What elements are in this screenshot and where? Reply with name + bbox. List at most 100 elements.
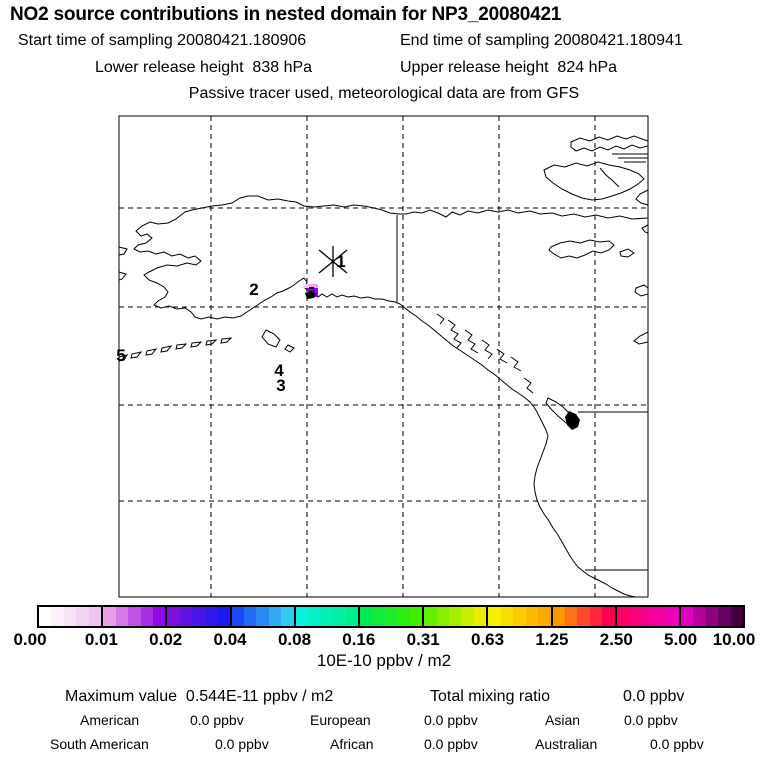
- banks-island-detail: [612, 153, 648, 163]
- great-bear-lake: [548, 239, 635, 259]
- total-mixing-ratio-value: 0.0 ppbv: [623, 688, 685, 705]
- colorbar-step: [152, 607, 166, 626]
- colorbar-segment-8: [550, 607, 615, 626]
- colorbar-step: [680, 607, 694, 626]
- region-australian-label: Australian: [535, 736, 598, 752]
- map-point-label-3: 3: [276, 376, 286, 395]
- colorbar-step: [500, 607, 514, 626]
- colorbar-step: [51, 607, 64, 626]
- release-star-icon: [318, 246, 348, 277]
- colorbar-tick-2.50: 2.50: [599, 630, 633, 649]
- colorbar-tick-0.31: 0.31: [406, 630, 440, 649]
- colorbar-step: [577, 607, 590, 626]
- colorbar-step: [449, 607, 462, 626]
- coastline-mainland: [133, 195, 649, 598]
- colorbar-segment-4: [293, 607, 358, 626]
- start-time-text: Start time of sampling 20080421.180906: [18, 32, 307, 49]
- small-island: [284, 344, 295, 353]
- colorbar-step: [244, 607, 257, 626]
- aleutian-islands: [118, 337, 233, 362]
- colorbar-tick-0.08: 0.08: [277, 630, 312, 649]
- colorbar-unit-label: 10E-10 ppbv / m2: [316, 651, 452, 670]
- colorbar-step: [63, 607, 77, 626]
- colorbar-step: [295, 607, 309, 626]
- colorbar-step: [602, 607, 615, 626]
- graticule-gridlines: [119, 116, 648, 597]
- colorbar-segment-1: [101, 607, 166, 626]
- colorbar-step: [538, 607, 551, 626]
- map-point-label-1: 1: [336, 252, 346, 271]
- colorbar-step: [424, 607, 437, 626]
- colorbar-step: [103, 607, 116, 626]
- maximum-value-text: Maximum value 0.544E-11 ppbv / m2: [65, 688, 334, 705]
- upper-release-text: Upper release height 824 hPa: [400, 59, 618, 76]
- colorbar-step: [281, 607, 294, 626]
- colorbar-step: [384, 607, 398, 626]
- colorbar-tick-0.02: 0.02: [149, 630, 183, 649]
- plume-patch: [303, 284, 318, 299]
- colorbar-step: [654, 607, 667, 626]
- colorbar-tick-0.16: 0.16: [342, 630, 376, 649]
- colorbar-tick-0.00: 0.00: [13, 630, 47, 649]
- colorbar-step: [268, 607, 282, 626]
- colorbar-segment-10: [678, 607, 744, 626]
- colorbar-step: [179, 607, 193, 626]
- colorbar-segment-3: [229, 607, 294, 626]
- great-slave-lake: [633, 284, 649, 345]
- colorbar-step: [128, 607, 141, 626]
- colorbar-step: [589, 607, 603, 626]
- colorbar-segment-9: [614, 607, 679, 626]
- colorbar-step: [115, 607, 129, 626]
- colorbar-tick-0.01: 0.01: [84, 630, 118, 649]
- colorbar-step: [167, 607, 180, 626]
- colorbar-step: [320, 607, 334, 626]
- colorbar-step: [256, 607, 269, 626]
- colorbar-step: [217, 607, 230, 626]
- colorbar-step: [76, 607, 89, 626]
- colorbar: [37, 605, 745, 628]
- region-african-label: African: [330, 736, 374, 752]
- colorbar-segment-5: [357, 607, 423, 626]
- colorbar-step: [461, 607, 474, 626]
- arctic-coast-fragments: [635, 189, 649, 234]
- colorbar-segment-7: [486, 607, 551, 626]
- colorbar-step: [629, 607, 642, 626]
- region-australian-value: 0.0 ppbv: [650, 736, 704, 752]
- colorbar-step: [140, 607, 153, 626]
- colorbar-tick-0.04: 0.04: [213, 630, 247, 649]
- colorbar-segment-2: [165, 607, 230, 626]
- total-mixing-ratio-label: Total mixing ratio: [430, 688, 551, 705]
- victoria-island: [543, 161, 645, 201]
- region-european-value: 0.0 ppbv: [424, 712, 478, 728]
- colorbar-step: [231, 607, 244, 626]
- kodiak-island: [261, 329, 281, 348]
- colorbar-segment-6: [422, 607, 487, 626]
- colorbar-step: [39, 607, 52, 626]
- region-american-label: American: [80, 712, 140, 728]
- region-european-label: European: [310, 712, 371, 728]
- colorbar-step: [666, 607, 679, 626]
- colorbar-step: [345, 607, 358, 626]
- map-point-label-4: 4: [274, 361, 284, 380]
- colorbar-step: [204, 607, 218, 626]
- map-point-label-5: 5: [116, 346, 126, 365]
- region-asian-value: 0.0 ppbv: [624, 712, 678, 728]
- colorbar-step: [473, 607, 487, 626]
- colorbar-step: [88, 607, 102, 626]
- region-asian-label: Asian: [545, 712, 581, 728]
- colorbar-step: [513, 607, 526, 626]
- georgia-strait-landmark: [565, 411, 580, 430]
- colorbar-tick-1.25: 1.25: [535, 630, 569, 649]
- banks-island: [570, 135, 649, 152]
- colorbar-step: [436, 607, 449, 626]
- colorbar-step: [488, 607, 501, 626]
- tracer-note-text: Passive tracer used, meteorological data…: [188, 85, 580, 102]
- colorbar-step: [333, 607, 346, 626]
- colorbar-step: [616, 607, 630, 626]
- colorbar-tick-10.00: 10.00: [712, 630, 756, 649]
- colorbar-step: [359, 607, 373, 626]
- chukotka-coast: [118, 246, 128, 281]
- colorbar-step: [693, 607, 706, 626]
